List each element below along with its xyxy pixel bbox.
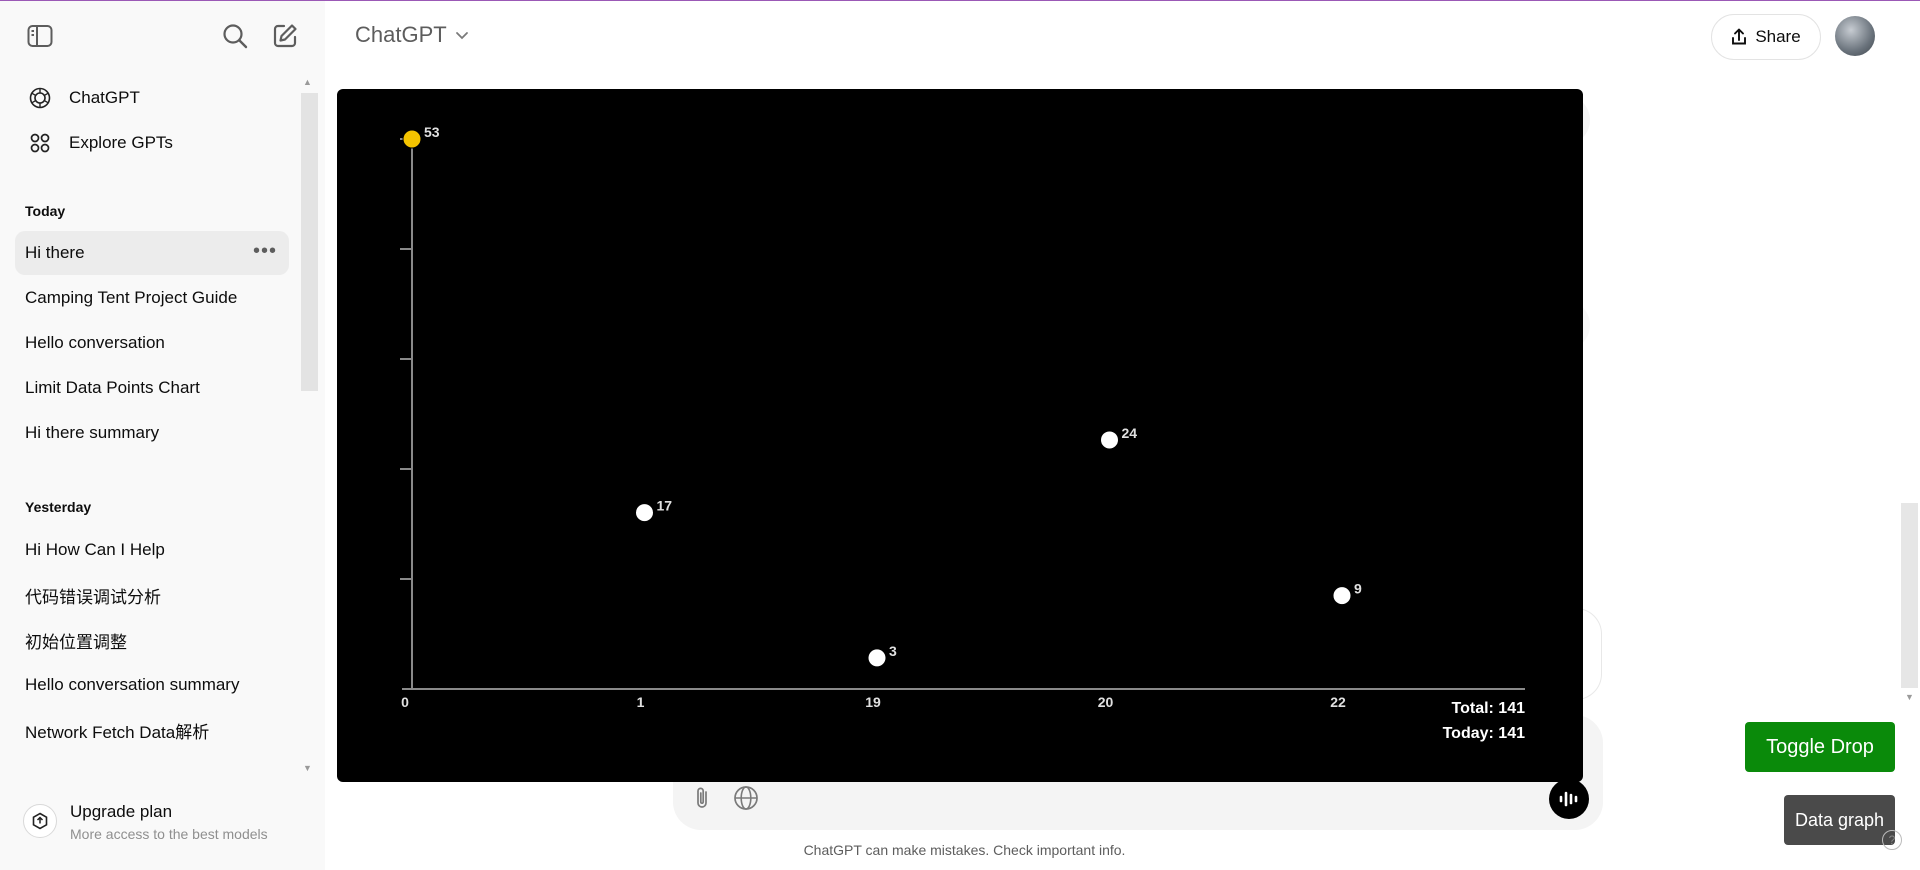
share-button[interactable]: Share	[1711, 14, 1821, 60]
data-point	[1332, 586, 1352, 606]
new-chat-icon[interactable]	[267, 18, 303, 54]
data-graph-panel: 0 1 19 20 22 53 17 3 24 9 Total: 141 Today: 141	[337, 89, 1583, 782]
total-label: Total: 141	[1452, 700, 1526, 717]
data-point	[867, 648, 887, 668]
sidebar-item-label: Camping Tent Project Guide	[25, 288, 238, 307]
sidebar-item-label: Hi How Can I Help	[25, 540, 165, 559]
model-selector[interactable]: ChatGPT	[355, 22, 469, 48]
sidebar: ChatGPT Explore GPTs Today Hi there ••• …	[0, 1, 325, 870]
sidebar-toolbar	[0, 1, 325, 71]
data-label: 9	[1354, 581, 1362, 597]
data-label: 17	[657, 498, 673, 514]
sidebar-item-label: 代码错误调试分析	[25, 587, 161, 607]
voice-mode-button[interactable]	[1549, 779, 1589, 819]
scatter-chart: 0 1 19 20 22 53 17 3 24 9 Total: 141 Today: 141	[400, 124, 1526, 742]
sidebar-item-label: Network Fetch Data解析	[25, 722, 210, 742]
upgrade-icon	[23, 804, 57, 838]
sidebar-item-chat[interactable]: Hi there •••	[15, 231, 289, 275]
sidebar-item-chat[interactable]: Hello conversation	[15, 321, 289, 365]
attach-icon[interactable]	[687, 783, 717, 813]
sidebar-item-label: Explore GPTs	[69, 133, 173, 152]
upgrade-plan-subtitle: More access to the best models	[70, 826, 268, 842]
share-label: Share	[1755, 27, 1801, 46]
x-tick-label: 19	[865, 694, 881, 710]
sidebar-item-label: Hello conversation	[25, 333, 165, 352]
sidebar-item-label: Hi there summary	[25, 423, 160, 442]
help-icon[interactable]: ?	[1882, 830, 1902, 850]
data-point	[635, 503, 654, 523]
sidebar-item-label: Hi there	[25, 243, 85, 262]
globe-icon[interactable]	[731, 783, 761, 813]
sidebar-item-label: 初始位置调整	[25, 632, 127, 652]
data-graph-button[interactable]: Data graph	[1784, 795, 1895, 845]
voice-wave-icon	[1559, 791, 1578, 807]
disclaimer-text: ChatGPT can make mistakes. Check importa…	[0, 842, 1920, 858]
sidebar-item-label: Hello conversation summary	[25, 675, 240, 694]
user-avatar[interactable]	[1835, 16, 1875, 56]
scroll-down-arrow-icon[interactable]: ▼	[1905, 692, 1914, 702]
share-icon	[1732, 28, 1747, 45]
model-label: ChatGPT	[355, 22, 447, 47]
sidebar-item-chat[interactable]: Hello conversation summary	[15, 663, 289, 707]
disclaimer-label: ChatGPT can make mistakes. Check importa…	[803, 842, 1126, 858]
sidebar-item-chat[interactable]: Hi How Can I Help	[15, 528, 289, 572]
main-scrollbar[interactable]	[1901, 503, 1918, 688]
data-label: 3	[889, 643, 897, 659]
x-tick-label: 22	[1330, 694, 1346, 710]
sidebar-item-chat[interactable]: 代码错误调试分析	[15, 573, 289, 617]
x-tick-label: 0	[401, 694, 409, 710]
sidebar-item-chat[interactable]: Limit Data Points Chart	[15, 366, 289, 410]
scroll-down-arrow-icon[interactable]: ▼	[303, 763, 312, 773]
sidebar-scrollbar[interactable]	[301, 93, 318, 391]
sidebar-item-chat[interactable]: 初始位置调整	[15, 618, 289, 662]
upgrade-plan-button[interactable]: Upgrade plan More access to the best mod…	[15, 796, 305, 856]
data-point	[1100, 430, 1119, 450]
data-label: 53	[424, 124, 440, 140]
sidebar-item-explore-gpts[interactable]: Explore GPTs	[15, 121, 289, 165]
total-label: Today: 141	[1443, 725, 1526, 742]
upgrade-plan-title: Upgrade plan	[70, 802, 173, 821]
section-heading-yesterday: Yesterday	[25, 499, 92, 515]
chat-history-list[interactable]: ChatGPT Explore GPTs Today Hi there ••• …	[0, 81, 305, 771]
search-icon[interactable]	[217, 18, 253, 54]
x-tick-label: 1	[637, 694, 645, 710]
sidebar-item-label: ChatGPT	[69, 88, 140, 107]
more-options-icon[interactable]: •••	[252, 240, 277, 262]
toggle-sidebar-icon[interactable]	[22, 18, 58, 54]
x-tick-label: 20	[1098, 694, 1114, 710]
toggle-drop-button[interactable]: Toggle Drop	[1745, 722, 1895, 772]
grid-icon	[25, 128, 55, 158]
data-label: 24	[1122, 425, 1138, 441]
highlighted-data-point	[402, 129, 422, 149]
sidebar-item-chatgpt[interactable]: ChatGPT	[15, 81, 289, 120]
openai-logo-icon	[25, 83, 55, 113]
sidebar-item-chat[interactable]: Hi there summary	[15, 411, 289, 455]
section-heading-today: Today	[25, 203, 66, 219]
window-top-border	[0, 0, 1920, 1]
scroll-up-arrow-icon[interactable]: ▲	[303, 77, 312, 87]
sidebar-item-chat[interactable]: Network Fetch Data解析	[15, 708, 289, 752]
sidebar-item-label: Limit Data Points Chart	[25, 378, 200, 397]
sidebar-item-chat[interactable]: Camping Tent Project Guide	[15, 276, 289, 320]
chevron-down-icon	[455, 32, 468, 40]
